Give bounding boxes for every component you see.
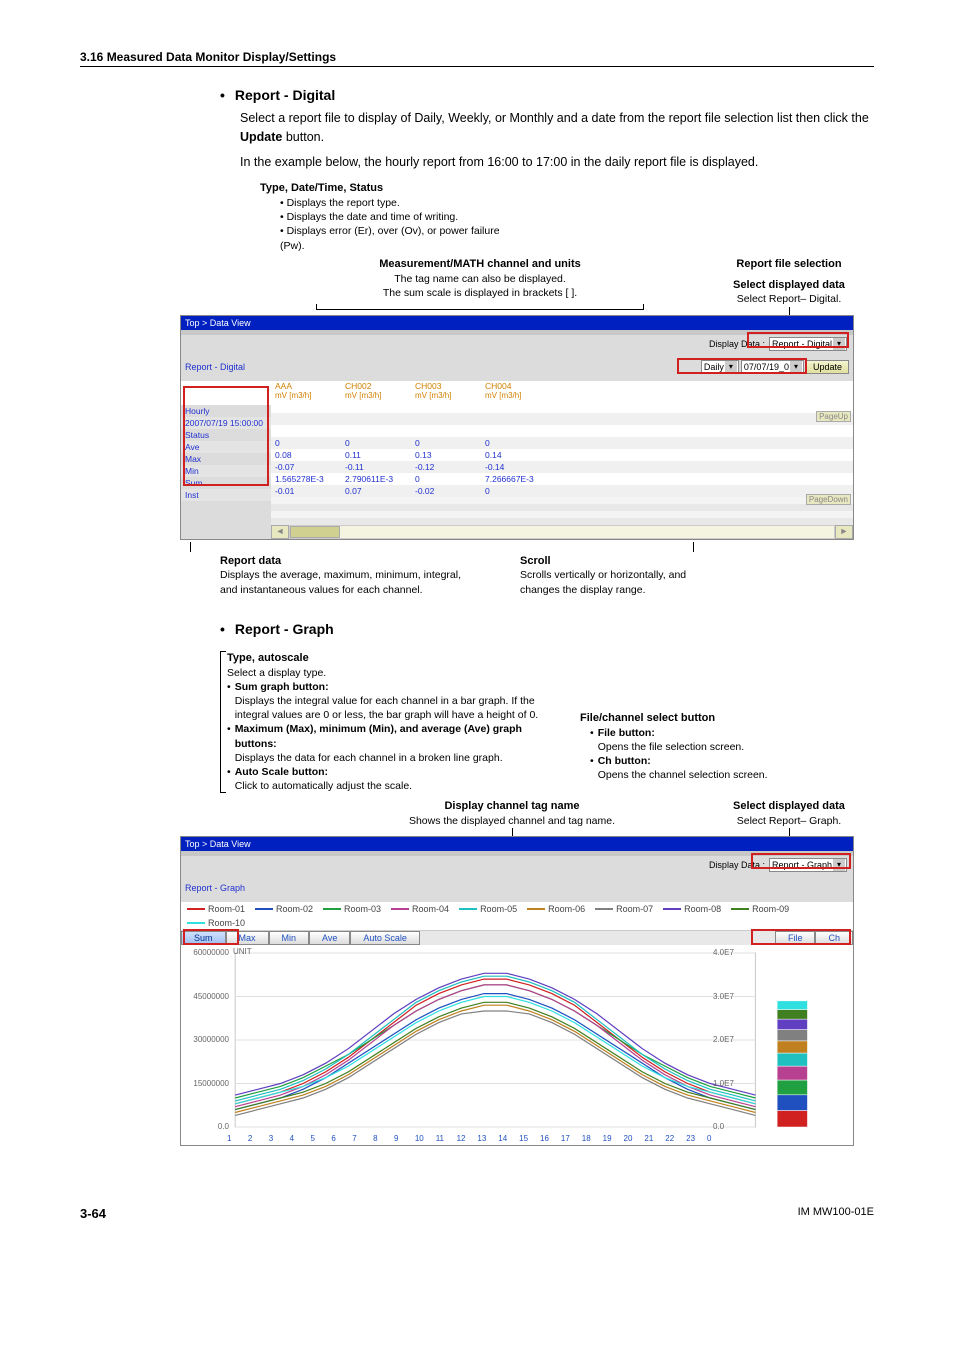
scroll-right-icon[interactable]: ► (835, 525, 853, 539)
anno-scroll: Scroll Scrolls vertically or horizontall… (520, 554, 720, 597)
anno-select-displayed-data: Select displayed data (704, 278, 874, 293)
anno-select-displayed-data-desc: Select Report– Digital. (704, 292, 874, 306)
legend-item: Room-09 (731, 904, 789, 914)
bullet-icon: • (220, 621, 225, 638)
legend-item: Room-08 (663, 904, 721, 914)
report-digital-p1: Select a report file to display of Daily… (240, 109, 874, 147)
bullet-icon: • (220, 87, 225, 104)
anno-select-displayed-data-graph: Select displayed data Select Report– Gra… (704, 799, 874, 836)
legend-item: Room-07 (595, 904, 653, 914)
section-heading: 3.16 Measured Data Monitor Display/Setti… (80, 50, 874, 67)
report-type-label: Report - Graph (181, 879, 853, 897)
page-number: 3-64 (80, 1206, 106, 1221)
legend-item: Room-02 (255, 904, 313, 914)
graph-legend: Room-01 Room-02 Room-03 Room-04 Room-05 Room-… (181, 902, 853, 931)
breadcrumb[interactable]: Top > Data View (181, 837, 853, 851)
graph-chart: UNIT600000004500000030000000150000000.0 … (181, 945, 853, 1145)
anno-file-channel-select: File/channel select button •File button:… (580, 711, 874, 783)
auto-scale-button[interactable]: Auto Scale (350, 931, 420, 945)
highlight-type-date-status (183, 386, 269, 486)
scroll-left-icon[interactable]: ◄ (271, 525, 289, 539)
legend-item: Room-03 (323, 904, 381, 914)
anno-display-channel-tag: Display channel tag name Shows the displ… (340, 799, 684, 836)
pageup-button[interactable]: PageUp (816, 411, 851, 422)
legend-item: Room-06 (527, 904, 585, 914)
highlight-file-selection (677, 358, 807, 374)
highlight-file-ch-buttons (751, 929, 851, 945)
anno-measurement-channel: Measurement/MATH channel and units The t… (276, 257, 684, 315)
highlight-sum-button (183, 929, 239, 945)
anno-report-file-selection: Report file selection (704, 257, 874, 272)
anno-report-data: Report data Displays the average, maximu… (220, 554, 480, 597)
legend-item: Room-04 (391, 904, 449, 914)
report-digital-screenshot: Top > Data View Display Data : Report - … (180, 315, 854, 540)
report-graph-title: Report - Graph (235, 621, 334, 637)
report-graph-screenshot: Top > Data View Display Data : Report - … (180, 836, 854, 1146)
report-type-label: Report - Digital (181, 358, 271, 376)
highlight-display-data-select (747, 332, 849, 348)
report-digital-title: Report - Digital (235, 87, 335, 103)
breadcrumb[interactable]: Top > Data View (181, 316, 853, 330)
ave-button[interactable]: Ave (309, 931, 350, 945)
anno-type-autoscale: Type, autoscale Select a display type. •… (220, 651, 560, 793)
update-button[interactable]: Update (806, 360, 849, 374)
pagedown-button[interactable]: PageDown (806, 494, 851, 505)
highlight-display-data-select (751, 853, 851, 869)
horizontal-scrollbar[interactable]: ◄ ► (271, 525, 853, 539)
anno-type-date-status: Type, Date/Time, Status Displays the rep… (260, 181, 520, 253)
report-digital-p2: In the example below, the hourly report … (240, 153, 874, 172)
legend-item: Room-05 (459, 904, 517, 914)
report-data-table: AAACH002CH003CH004 mV [m3/h]mV [m3/h]mV … (271, 381, 853, 497)
legend-item: Room-10 (187, 918, 245, 928)
doc-id: IM MW100-01E (798, 1206, 874, 1221)
legend-item: Room-01 (187, 904, 245, 914)
min-button[interactable]: Min (269, 931, 310, 945)
